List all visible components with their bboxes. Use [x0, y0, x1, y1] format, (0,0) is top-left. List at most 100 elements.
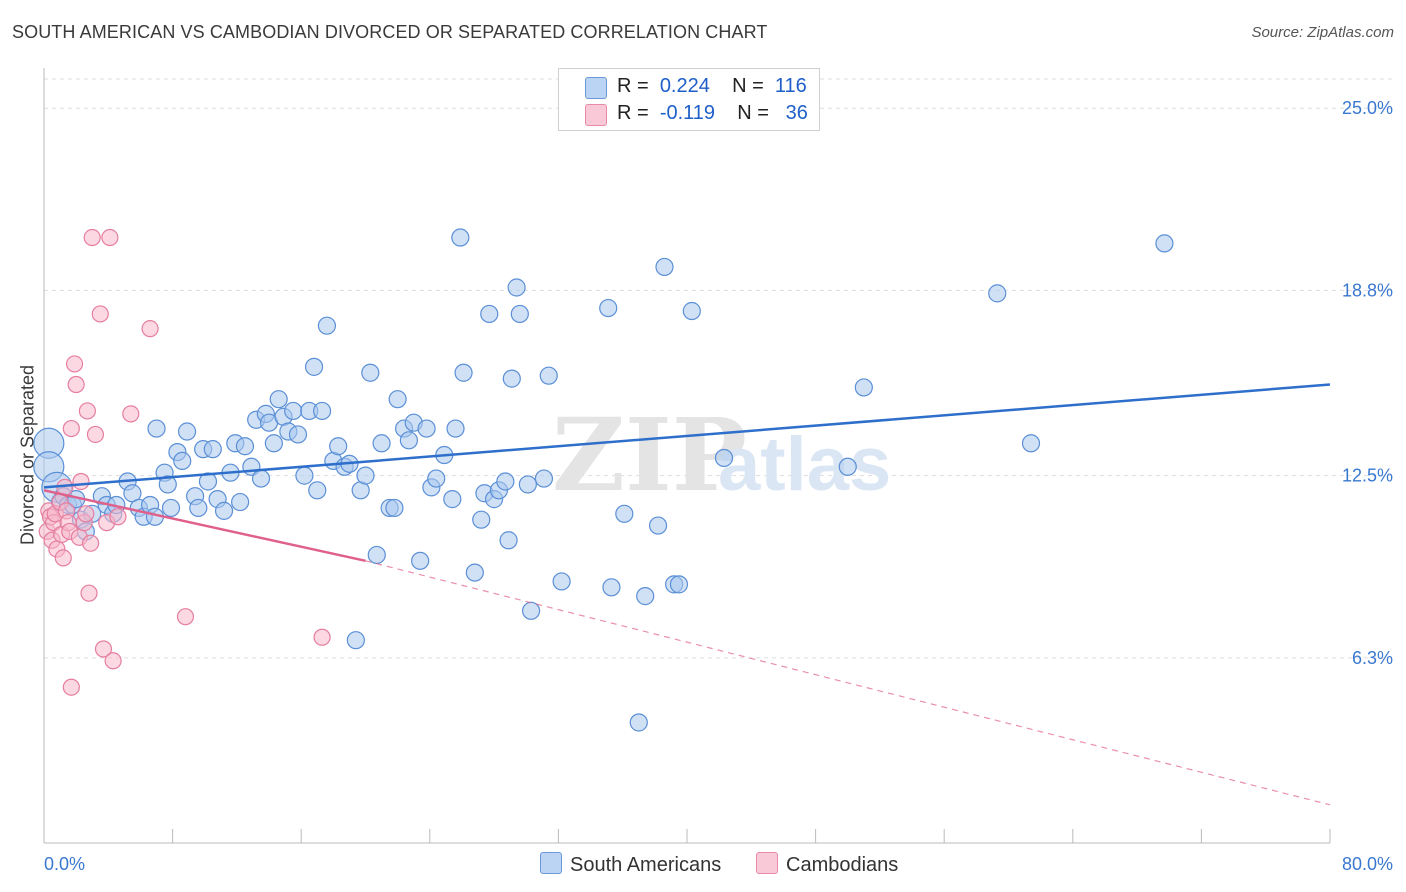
south-americans-point [496, 472, 515, 491]
south-americans-point [367, 545, 386, 565]
south-americans-point [510, 304, 529, 324]
legend-swatch-blue [585, 77, 607, 99]
south-americans-point [284, 401, 303, 421]
legend-r-label: R = [617, 75, 649, 97]
south-americans-point [312, 401, 332, 421]
south-americans-point [1155, 234, 1174, 253]
cambodians-point [141, 320, 159, 338]
south-americans-point [480, 304, 499, 324]
south-americans-point [304, 357, 324, 376]
legend-n-value: 36 [785, 102, 808, 124]
south-americans-point [655, 257, 674, 277]
south-americans-point [235, 437, 255, 456]
cambodians-point [62, 678, 80, 696]
south-americans-point [454, 363, 473, 382]
bottom-legend-cambodians: Cambodians [756, 852, 898, 877]
cambodians-point [62, 419, 80, 438]
south-americans-point [161, 498, 181, 518]
chart-title: SOUTH AMERICAN VS CAMBODIAN DIVORCED OR … [12, 22, 768, 42]
cambodians-point [101, 228, 119, 247]
watermark-atlas: atlas [718, 422, 891, 507]
cambodians-point [65, 355, 84, 373]
cambodians-point [86, 425, 105, 444]
south-americans-point [599, 298, 618, 318]
y-tick-label: 12.5% [1342, 466, 1393, 486]
south-americans-point [1021, 434, 1041, 453]
south-americans-point [372, 434, 391, 453]
south-americans-point [173, 451, 192, 471]
x-tick-label-max: 80.0% [1342, 854, 1393, 874]
cambodians-point [67, 375, 85, 394]
south-americans-point [669, 575, 689, 594]
cambodians-point [313, 628, 331, 646]
cambodians-point [176, 608, 195, 626]
cambodians-point [91, 305, 109, 323]
cambodians-point [54, 549, 72, 567]
south-americans-point [648, 516, 668, 535]
south-americans-point [399, 431, 419, 450]
south-americans-point [636, 587, 655, 606]
cambodians-point [94, 640, 113, 658]
south-americans-point [854, 378, 873, 397]
bottom-legend-swatch-blue [540, 852, 562, 874]
south-americans-point [346, 631, 365, 650]
bottom-legend-label-south-americans: South Americans [570, 854, 722, 876]
legend-r-label: R = [617, 102, 649, 124]
cambodians-trend-line [43, 489, 366, 563]
grid-lines [44, 78, 1393, 659]
south-americans-point [502, 369, 521, 388]
y-axis-label: Divorced or Separated [17, 364, 38, 546]
south-americans-point [203, 440, 222, 459]
south-americans-point [417, 419, 436, 438]
south-americans-point [147, 419, 166, 438]
south-americans-point [251, 469, 271, 488]
south-americans-point [507, 278, 526, 297]
cambodians-point [109, 508, 127, 526]
south-americans-trend-line [43, 383, 1331, 489]
scatter-points [33, 228, 1174, 732]
legend-n-label: N = [737, 102, 769, 124]
watermark-zip: ZIP [552, 396, 747, 514]
south-americans-point [451, 228, 470, 247]
south-americans-point [602, 578, 621, 597]
south-americans-point [518, 475, 537, 494]
south-americans-point [231, 492, 250, 512]
watermark: ZIP atlas [552, 396, 891, 514]
south-americans-point [838, 457, 857, 476]
south-americans-point [465, 563, 484, 582]
cambodians-point [104, 652, 122, 670]
south-americans-point [714, 448, 734, 468]
south-americans-point [361, 363, 380, 382]
trend-lines [43, 383, 1331, 806]
south-americans-point [158, 475, 177, 494]
y-tick-label: 18.8% [1342, 280, 1393, 300]
cambodians-point [122, 405, 140, 423]
south-americans-point [198, 472, 218, 491]
cambodians-trend-extension [365, 560, 1331, 806]
south-americans-point [615, 504, 634, 523]
south-americans-point [388, 390, 407, 409]
bottom-legend-label-cambodians: Cambodians [786, 854, 899, 876]
legend-n-value: 116 [774, 75, 807, 97]
cambodians-point [77, 505, 95, 523]
south-americans-point [539, 366, 558, 385]
south-americans-point [308, 481, 327, 500]
y-tick-labels: 6.3% 12.5% 18.8% 25.0% [1342, 98, 1393, 668]
legend-swatch-pink [585, 104, 607, 126]
bottom-legend-swatch-pink [756, 852, 778, 874]
bottom-legend-south-americans: South Americans [540, 852, 721, 877]
x-tick-label-min: 0.0% [44, 854, 85, 874]
south-americans-point [443, 490, 462, 509]
south-americans-point [552, 572, 571, 591]
y-tick-label: 6.3% [1352, 648, 1393, 668]
chart-source: Source: ZipAtlas.com [1251, 24, 1394, 41]
south-americans-point [269, 390, 288, 409]
south-americans-point [177, 422, 197, 441]
south-americans-point [329, 437, 348, 456]
south-americans-point [682, 301, 701, 321]
south-americans-point [264, 434, 283, 453]
south-americans-point [472, 510, 491, 529]
south-americans-point [295, 466, 314, 485]
legend-n-label: N = [732, 75, 764, 97]
